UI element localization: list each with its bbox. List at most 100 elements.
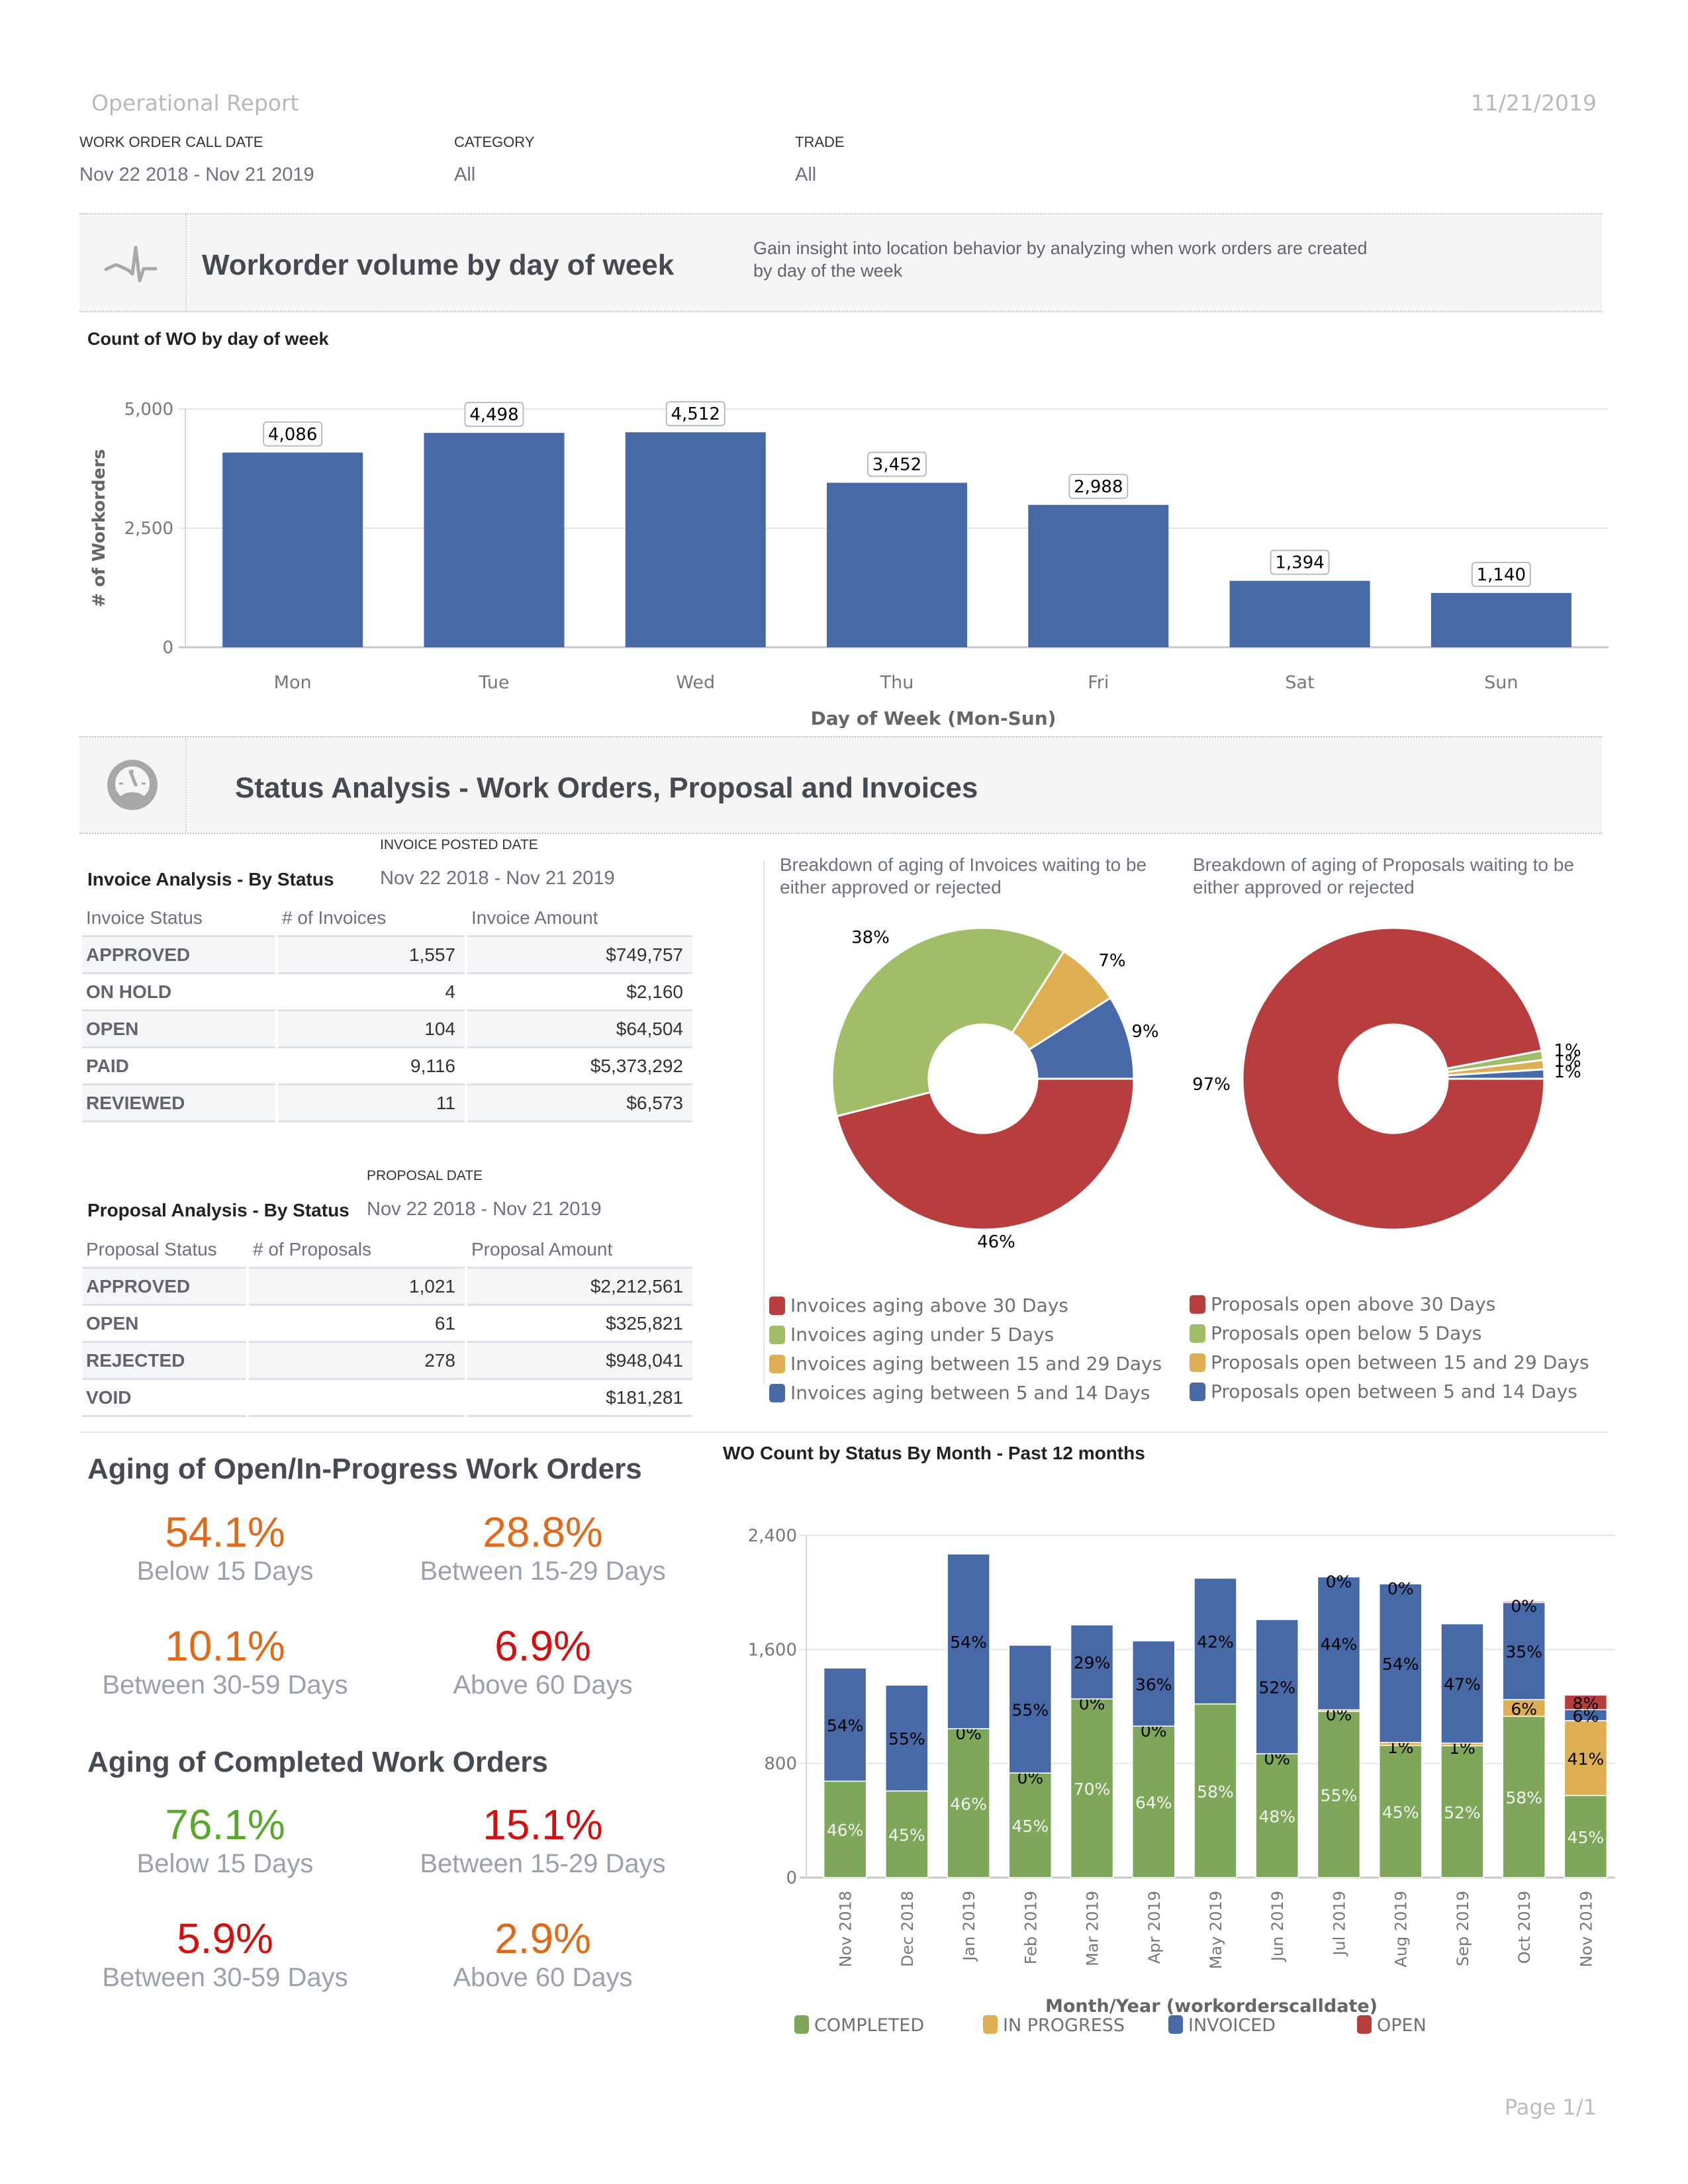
stacked-bar-segment [1317, 1711, 1361, 1878]
data-label-box [1270, 549, 1330, 575]
legend-swatch [1190, 1324, 1205, 1343]
dow-bar-chart: 0 2,500 5,000 4,086 Mon 4,498 Tue 4,512 Wed 3,452… [89, 400, 1609, 728]
x-tick-label: Thu [880, 672, 914, 693]
legend-item[interactable]: Proposals open above 30 Days [1190, 1293, 1495, 1315]
kpi-label: Below 15 Days [136, 1557, 314, 1586]
section-icon-cell [79, 737, 187, 833]
stacked-chart-title: WO Count by Status By Month - Past 12 mo… [723, 1443, 1145, 1463]
x-tick-label: Feb 2019 [1021, 1891, 1040, 1964]
filter-value-call-date[interactable]: Nov 22 2018 - Nov 21 2019 [79, 164, 314, 185]
data-label-box [665, 401, 726, 427]
legend-label: Invoices aging between 5 and 14 Days [790, 1382, 1150, 1404]
segment-label: 45% [888, 1826, 925, 1845]
segment-label: 55% [1321, 1786, 1358, 1805]
section-header-workorder-volume: Workorder volume by day of week Gain ins… [79, 213, 1602, 312]
legend-swatch [983, 2015, 998, 2034]
legend-label: Proposals open below 5 Days [1211, 1322, 1482, 1344]
wo-status-stacked-chart: 0 800 1,600 2,400 46% 54% Nov 2018 45% 55% Dec 20… [748, 1526, 1615, 2036]
legend-swatch [769, 1325, 785, 1344]
legend-item[interactable]: Proposals open below 5 Days [1190, 1322, 1481, 1344]
segment-label: 46% [950, 1795, 987, 1814]
legend-swatch [1190, 1353, 1205, 1372]
table-row: REJECTED 278 $948,041 [82, 1341, 692, 1378]
proposal-date-range[interactable]: Nov 22 2018 - Nov 21 2019 [367, 1199, 602, 1220]
pie-slice [1241, 927, 1546, 1231]
data-label: 3,452 [872, 455, 921, 475]
x-tick-label: Fri [1088, 672, 1109, 693]
stacked-bar-segment [1378, 1745, 1423, 1878]
stacked-bar-segment [1132, 1640, 1176, 1727]
kpi-value: 10.1% [165, 1622, 285, 1670]
y-tick-label: 5,000 [124, 400, 173, 420]
column-header: Proposal Status [86, 1239, 217, 1259]
x-tick-label: Apr 2019 [1145, 1891, 1164, 1964]
legend-swatch [794, 2015, 809, 2034]
legend-label: Proposals open above 30 Days [1211, 1293, 1496, 1315]
segment-label: 35% [1505, 1643, 1542, 1662]
page-number: Page 1/1 [1504, 2095, 1597, 2120]
segment-label: 45% [1382, 1803, 1419, 1822]
count-cell [249, 1378, 465, 1417]
status-cell: OPEN [82, 1304, 246, 1341]
legend-item[interactable]: Invoices aging under 5 Days [769, 1324, 1054, 1345]
legend-label: INVOICED [1188, 2015, 1276, 2036]
pie-data-label: 97% [1192, 1075, 1231, 1095]
amount-cell: $2,212,561 [467, 1267, 692, 1304]
segment-label: 36% [1135, 1675, 1172, 1694]
amount-cell: $5,373,292 [467, 1046, 692, 1083]
segment-label: 54% [950, 1633, 987, 1652]
y-tick-label: 2,500 [124, 519, 173, 539]
invoice-date-caption: INVOICE POSTED DATE [380, 837, 538, 852]
x-tick-label: Tue [478, 672, 509, 693]
count-cell: 9,116 [278, 1046, 465, 1083]
stacked-bar-segment [1440, 1745, 1484, 1878]
stacked-bar-segment [1502, 1600, 1546, 1604]
amount-cell: $6,573 [467, 1083, 692, 1122]
segment-label: 54% [827, 1716, 864, 1735]
legend-item[interactable]: Invoices aging between 5 and 14 Days [769, 1382, 1150, 1404]
legend-swatch [1190, 1382, 1205, 1401]
filter-value-trade[interactable]: All [795, 164, 817, 185]
invoice-status-table: Invoice Status # of Invoices Invoice Amo… [79, 903, 695, 1122]
x-tick-label: Jun 2019 [1268, 1891, 1287, 1962]
legend-swatch [769, 1354, 785, 1373]
stacked-bar-segment [1008, 1772, 1053, 1878]
invoice-date-range[interactable]: Nov 22 2018 - Nov 21 2019 [380, 868, 615, 889]
stacked-bar-segment [1317, 1576, 1361, 1711]
data-label: 2,988 [1074, 477, 1123, 497]
data-label: 4,498 [469, 405, 518, 425]
segment-label: 48% [1258, 1807, 1295, 1826]
legend-item[interactable]: Proposals open between 15 and 29 Days [1190, 1351, 1589, 1373]
x-tick-label: Sep 2019 [1454, 1891, 1472, 1966]
count-cell: 104 [278, 1009, 465, 1046]
segment-label: 0% [1326, 1572, 1352, 1592]
kpi-label: Above 60 Days [453, 1670, 633, 1700]
stacked-bar-segment [1255, 1753, 1299, 1878]
x-tick-label: Nov 2018 [837, 1891, 855, 1968]
stacked-bar-segment [1502, 1602, 1546, 1700]
pie-charts: 9% 7% 38% 46% 1%1%1% 97% [831, 927, 1581, 1252]
legend-swatch [1168, 2015, 1183, 2034]
y-tick-label: 1,600 [748, 1640, 797, 1660]
legend-swatch [1357, 2015, 1372, 2034]
section-description-line: by day of the week [753, 261, 903, 281]
pie-data-label: 46% [977, 1232, 1015, 1252]
section-icon-cell [79, 214, 187, 311]
invoice-pie-title: Breakdown of aging of Invoices waiting t… [780, 854, 1147, 897]
pie-data-label: 38% [851, 928, 890, 948]
y-tick-label: 0 [786, 1868, 797, 1888]
status-cell: VOID [82, 1378, 246, 1417]
legend-item[interactable]: Invoices aging between 15 and 29 Days [769, 1353, 1162, 1375]
count-cell: 4 [278, 972, 465, 1009]
count-cell: 1,021 [249, 1267, 465, 1304]
filter-value-category[interactable]: All [454, 164, 476, 185]
stacked-bar-segment [1194, 1577, 1237, 1705]
segment-label: 70% [1074, 1780, 1111, 1799]
x-tick-label: Nov 2019 [1577, 1891, 1595, 1968]
kpi-label: Between 30-59 Days [102, 1963, 348, 1992]
legend-item[interactable]: Proposals open between 5 and 14 Days [1190, 1381, 1577, 1402]
pie-data-label: 7% [1098, 951, 1125, 971]
chart-subtitle: Count of WO by day of week [87, 329, 329, 349]
legend-item[interactable]: Invoices aging above 30 Days [769, 1295, 1068, 1316]
y-axis-label: # of Workorders [89, 449, 109, 607]
